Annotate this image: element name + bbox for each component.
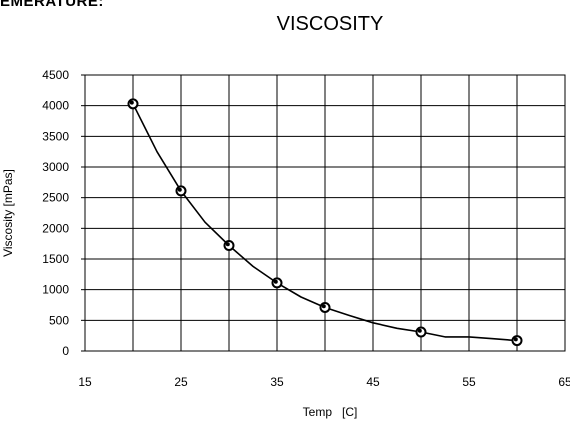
- chart-title: VISCOSITY: [277, 13, 384, 35]
- x-tick-label: 35: [270, 375, 284, 389]
- y-axis-label: Viscosity [mPas]: [1, 169, 15, 257]
- y-tick-label: 1000: [42, 283, 69, 297]
- data-point-core: [129, 100, 134, 105]
- x-tick-label: 25: [174, 375, 188, 389]
- y-tick-label: 2000: [42, 221, 69, 235]
- x-tick-label: 15: [78, 375, 92, 389]
- cut-off-header-text: EMERATURE:: [0, 0, 104, 10]
- y-tick-label: 4500: [42, 68, 69, 82]
- y-tick-label: 3500: [42, 129, 69, 143]
- x-tick-label: 65: [558, 375, 570, 389]
- x-gridlines: [84, 75, 566, 351]
- x-tick-label: 45: [366, 375, 380, 389]
- x-tick-labels: 15 25 35 45 55 65: [78, 375, 570, 389]
- y-tick-label: 1500: [42, 252, 69, 266]
- y-tick-labels: 0 500 1000 1500 2000 2500 3000 3500 4000 4500: [42, 68, 69, 358]
- x-tick-label: 55: [462, 375, 476, 389]
- data-point-core: [417, 328, 422, 333]
- data-point-core: [177, 187, 182, 192]
- x-axis-label: Temp [C]: [303, 405, 358, 419]
- data-point-core: [321, 304, 326, 309]
- y-tick-label: 0: [62, 344, 69, 358]
- data-point-core: [225, 242, 230, 247]
- y-tick-label: 4000: [42, 99, 69, 113]
- y-tick-label: 2500: [42, 191, 69, 205]
- y-tick-label: 500: [49, 313, 69, 327]
- data-point-core: [273, 279, 278, 284]
- data-point-core: [513, 337, 518, 342]
- y-gridlines: [81, 74, 565, 352]
- y-tick-label: 3000: [42, 160, 69, 174]
- series-group: [127, 98, 523, 347]
